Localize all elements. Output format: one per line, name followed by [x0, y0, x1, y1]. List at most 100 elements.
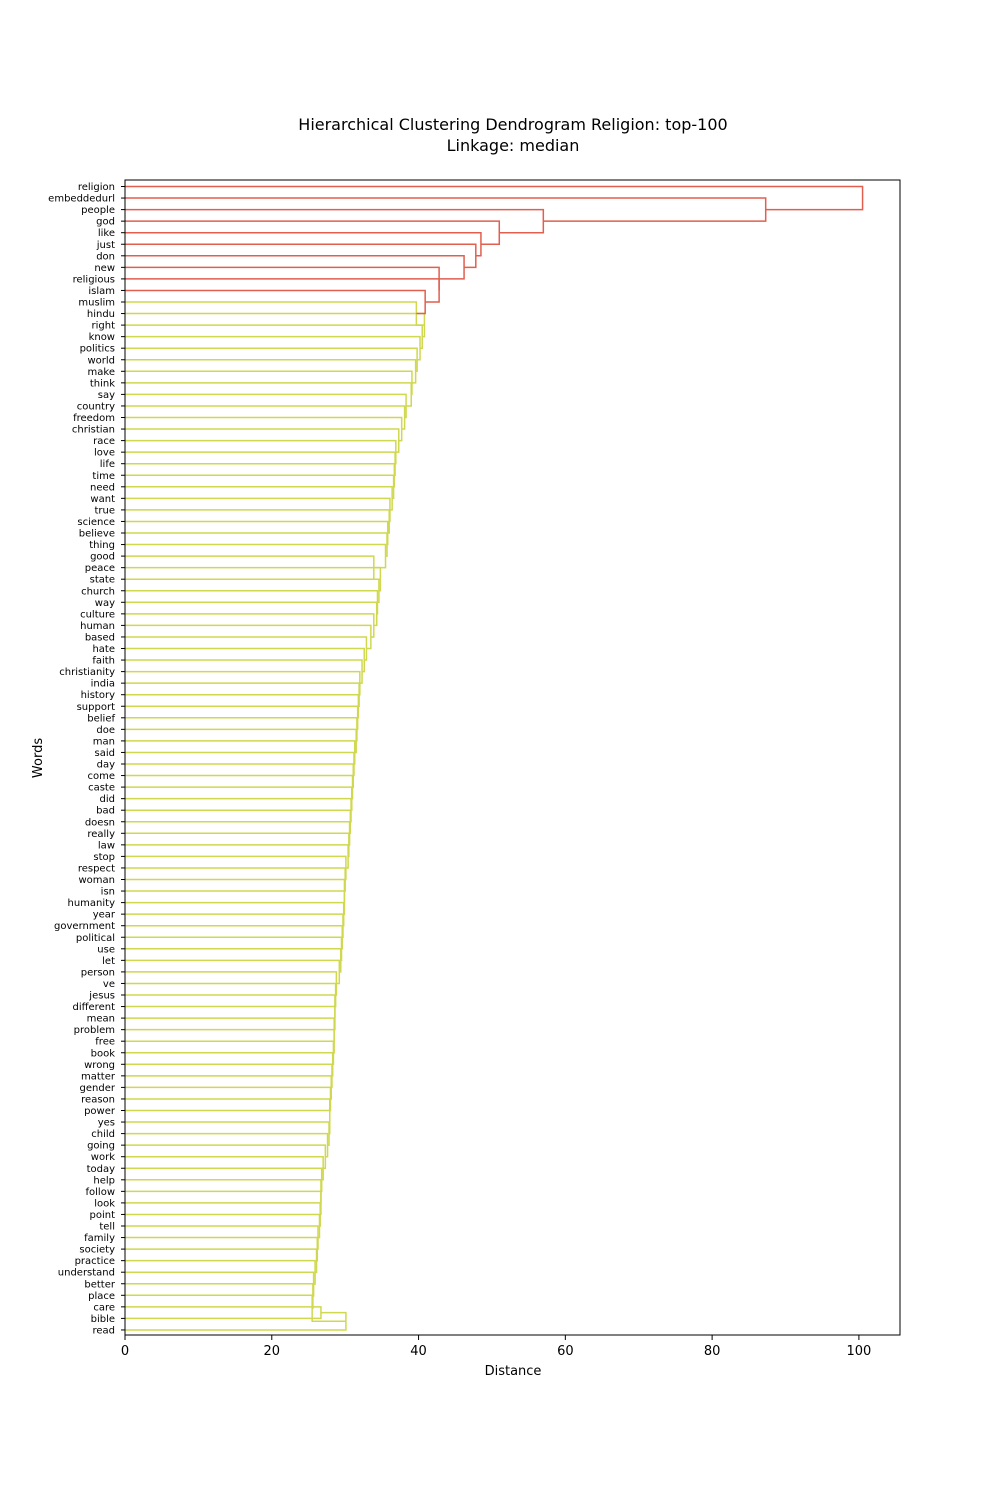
y-tick-label-family: family [84, 1233, 115, 1244]
y-tick-label-based: based [85, 632, 115, 643]
dendrogram-link-11 [125, 312, 426, 338]
dendrogram-link-21 [125, 428, 400, 453]
y-tick-label-free: free [95, 1037, 115, 1048]
y-tick-label-care: care [93, 1302, 115, 1313]
x-tick-label-40: 40 [410, 1344, 427, 1359]
y-tick-label-church: church [81, 586, 115, 597]
dendrogram-link-12 [125, 324, 423, 349]
y-axis-ticks: religionembeddedurlpeoplegodlikejustdonn… [48, 182, 125, 1336]
y-tick-label-make: make [88, 367, 115, 378]
dendrogram-link-4 [125, 231, 482, 257]
y-tick-label-doe: doe [96, 725, 115, 736]
dendrogram-link-67 [125, 959, 341, 985]
dendrogram-link-18 [125, 393, 407, 419]
y-tick-label-stop: stop [93, 852, 115, 863]
y-tick-label-help: help [93, 1175, 115, 1186]
y-tick-label-isn: isn [101, 887, 115, 898]
dendrogram-link-care-bible [125, 1306, 322, 1320]
y-tick-label-matter: matter [81, 1071, 116, 1082]
y-tick-label-hate: hate [92, 644, 115, 655]
y-tick-label-bible: bible [91, 1314, 115, 1325]
y-tick-label-doesn: doesn [85, 817, 115, 828]
x-tick-label-20: 20 [264, 1344, 281, 1359]
dendrogram-link-84 [125, 1155, 324, 1181]
dendrogram-links [125, 185, 864, 1331]
x-tick-label-100: 100 [846, 1344, 871, 1359]
y-tick-label-different: different [73, 1002, 116, 1013]
y-tick-label-caste: caste [88, 783, 115, 794]
x-axis-ticks: 0 20 40 60 80 100 [121, 1335, 871, 1359]
y-axis-label: Words [31, 738, 46, 778]
y-tick-label-say: say [98, 390, 115, 401]
y-tick-label-politics: politics [80, 344, 115, 355]
y-tick-label-right: right [92, 321, 116, 332]
y-tick-label-don: don [96, 251, 115, 262]
y-tick-label-history: history [81, 690, 115, 701]
y-tick-label-christianity: christianity [59, 667, 115, 678]
chart-title: Hierarchical Clustering Dendrogram Relig… [298, 115, 727, 134]
y-tick-label-muslim: muslim [78, 298, 115, 309]
y-tick-label-true: true [94, 505, 115, 516]
y-tick-label-people: people [81, 205, 115, 216]
y-tick-label-political: political [76, 933, 115, 944]
y-tick-label-read: read [92, 1325, 115, 1336]
y-tick-label-did: did [100, 794, 115, 805]
y-tick-label-state: state [90, 575, 115, 586]
y-tick-label-year: year [93, 910, 116, 921]
y-tick-label-religion: religion [78, 182, 115, 193]
y-tick-label-want: want [90, 494, 115, 505]
y-tick-label-hindu: hindu [87, 309, 115, 320]
dendrogram-link-58 [125, 855, 347, 881]
y-tick-label-like: like [98, 228, 115, 239]
y-tick-label-jesus: jesus [88, 991, 115, 1002]
y-tick-label-life: life [100, 459, 115, 470]
dendrogram-link-27 [125, 497, 391, 523]
y-tick-label-going: going [87, 1141, 115, 1152]
y-tick-label-human: human [80, 621, 115, 632]
y-tick-label-man: man [93, 736, 115, 747]
dendrogram-link-13 [125, 335, 421, 361]
dendrogram-link-31 [125, 543, 387, 569]
x-axis-label: Distance [485, 1364, 542, 1379]
x-tick-label-0: 0 [121, 1344, 129, 1359]
dendrogram-link-83 [125, 1144, 327, 1169]
y-tick-label-day: day [97, 760, 115, 771]
y-tick-label-understand: understand [58, 1268, 115, 1279]
y-tick-label-said: said [95, 748, 115, 759]
y-tick-label-really: really [87, 829, 115, 840]
y-tick-label-use: use [97, 944, 115, 955]
y-tick-label-government: government [54, 921, 115, 932]
y-tick-label-believe: believe [79, 529, 115, 540]
y-tick-label-just: just [96, 240, 115, 251]
y-tick-label-respect: respect [78, 863, 115, 874]
plot-frame [124, 179, 901, 1336]
y-tick-label-follow: follow [86, 1187, 116, 1198]
y-tick-label-peace: peace [85, 563, 115, 574]
y-tick-label-think: think [90, 378, 115, 389]
y-tick-label-woman: woman [78, 875, 115, 886]
dendrogram-link-19 [125, 405, 406, 430]
y-tick-label-support: support [77, 702, 115, 713]
y-tick-label-islam: islam [88, 286, 115, 297]
dendrogram-link-42 [125, 670, 361, 696]
y-tick-label-mean: mean [87, 1014, 115, 1025]
y-tick-label-know: know [89, 332, 115, 343]
y-tick-label-look: look [94, 1198, 115, 1209]
y-tick-label-thing: thing [89, 540, 115, 551]
y-tick-label-freedom: freedom [73, 413, 115, 424]
chart-subtitle: Linkage: median [447, 136, 580, 155]
y-tick-label-culture: culture [80, 609, 115, 620]
dendrogram-link-33 [125, 566, 382, 592]
y-tick-label-wrong: wrong [84, 1060, 115, 1071]
y-tick-label-embeddedurl: embeddedurl [48, 194, 115, 205]
y-tick-label-society: society [79, 1245, 115, 1256]
y-tick-label-better: better [84, 1279, 115, 1290]
y-tick-label-book: book [91, 1048, 116, 1059]
dendrogram-link-90 [125, 1225, 319, 1250]
dendrogram-link-26 [125, 486, 393, 511]
y-tick-label-good: good [90, 552, 115, 563]
y-tick-label-law: law [98, 840, 115, 851]
y-tick-label-child: child [91, 1129, 115, 1140]
y-tick-label-religious: religious [73, 274, 115, 285]
